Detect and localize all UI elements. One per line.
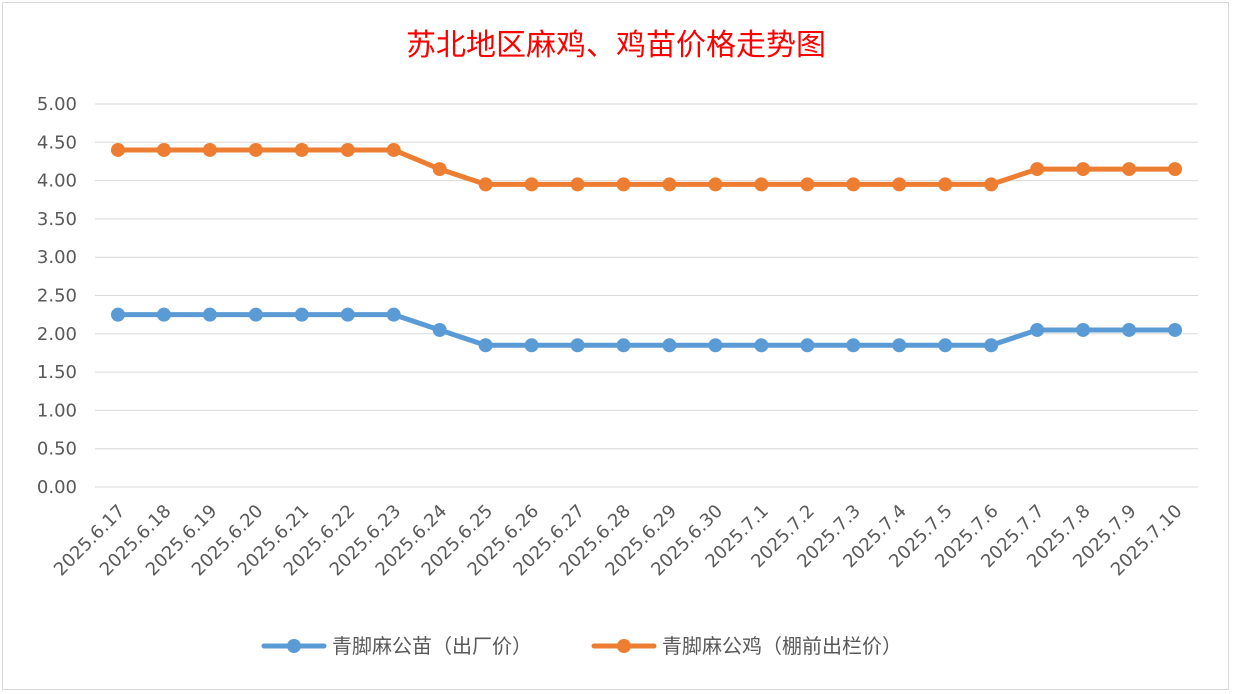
data-point bbox=[800, 338, 815, 353]
data-point bbox=[156, 307, 171, 322]
data-point bbox=[432, 322, 447, 337]
data-point bbox=[662, 177, 677, 192]
data-point bbox=[110, 142, 125, 157]
y-tick-label: 3.00 bbox=[37, 247, 77, 268]
y-tick-label: 5.00 bbox=[37, 94, 77, 115]
y-tick-label: 2.50 bbox=[37, 286, 77, 307]
y-tick-label: 0.00 bbox=[37, 477, 77, 498]
chart-title: 苏北地区麻鸡、鸡苗价格走势图 bbox=[406, 28, 826, 63]
gridlines bbox=[95, 103, 1198, 488]
data-point bbox=[846, 338, 861, 353]
data-point bbox=[754, 177, 769, 192]
data-point bbox=[892, 177, 907, 192]
data-point bbox=[524, 338, 539, 353]
data-point bbox=[616, 338, 631, 353]
data-point bbox=[248, 142, 263, 157]
data-point bbox=[984, 338, 999, 353]
data-point bbox=[892, 338, 907, 353]
data-point bbox=[984, 177, 999, 192]
data-point bbox=[156, 142, 171, 157]
data-point bbox=[478, 177, 493, 192]
series-group bbox=[110, 142, 1183, 353]
data-point bbox=[294, 142, 309, 157]
data-point bbox=[938, 338, 953, 353]
data-point bbox=[478, 338, 493, 353]
legend: 青脚麻公苗（出厂价） 青脚麻公鸡（棚前出栏价） bbox=[261, 634, 902, 658]
y-tick-label: 4.00 bbox=[37, 171, 77, 192]
data-point bbox=[1168, 162, 1183, 177]
y-tick-label: 2.00 bbox=[37, 324, 77, 345]
data-point bbox=[340, 142, 355, 157]
y-tick-label: 0.50 bbox=[37, 439, 77, 460]
legend-swatch-marker bbox=[287, 639, 301, 653]
data-point bbox=[570, 338, 585, 353]
legend-swatch-marker bbox=[617, 639, 631, 653]
data-point bbox=[570, 177, 585, 192]
y-tick-label: 1.50 bbox=[37, 362, 77, 383]
data-point bbox=[1168, 322, 1183, 337]
data-point bbox=[386, 142, 401, 157]
data-point bbox=[248, 307, 263, 322]
series-line bbox=[115, 312, 1178, 348]
legend-item: 青脚麻公鸡（棚前出栏价） bbox=[591, 634, 902, 658]
data-point bbox=[202, 142, 217, 157]
data-point bbox=[202, 307, 217, 322]
y-tick-label: 3.50 bbox=[37, 209, 77, 230]
data-point bbox=[708, 177, 723, 192]
data-point bbox=[1076, 322, 1091, 337]
y-tick-label: 4.50 bbox=[37, 132, 77, 153]
data-point bbox=[616, 177, 631, 192]
legend-label: 青脚麻公鸡（棚前出栏价） bbox=[662, 634, 902, 658]
data-point bbox=[1122, 322, 1137, 337]
data-point bbox=[708, 338, 723, 353]
y-tick-label: 1.00 bbox=[37, 400, 77, 421]
data-point bbox=[524, 177, 539, 192]
data-point bbox=[386, 307, 401, 322]
x-axis: 2025.6.172025.6.182025.6.192025.6.202025… bbox=[50, 501, 1187, 581]
data-point bbox=[754, 338, 769, 353]
data-point bbox=[1030, 162, 1045, 177]
data-point bbox=[662, 338, 677, 353]
y-axis: 0.00 0.50 1.00 1.50 2.00 2.50 3.00 3.50 4.00 4.50… bbox=[37, 94, 77, 498]
series-1 bbox=[110, 307, 1183, 353]
data-point bbox=[1122, 162, 1137, 177]
series-2 bbox=[110, 142, 1183, 192]
series-line bbox=[115, 147, 1178, 187]
data-point bbox=[800, 177, 815, 192]
legend-item: 青脚麻公苗（出厂价） bbox=[261, 634, 532, 658]
data-point bbox=[110, 307, 125, 322]
data-point bbox=[1076, 162, 1091, 177]
data-point bbox=[846, 177, 861, 192]
data-point bbox=[938, 177, 953, 192]
data-point bbox=[1030, 322, 1045, 337]
data-point bbox=[432, 162, 447, 177]
data-point bbox=[340, 307, 355, 322]
legend-label: 青脚麻公苗（出厂价） bbox=[332, 634, 532, 658]
data-point bbox=[294, 307, 309, 322]
